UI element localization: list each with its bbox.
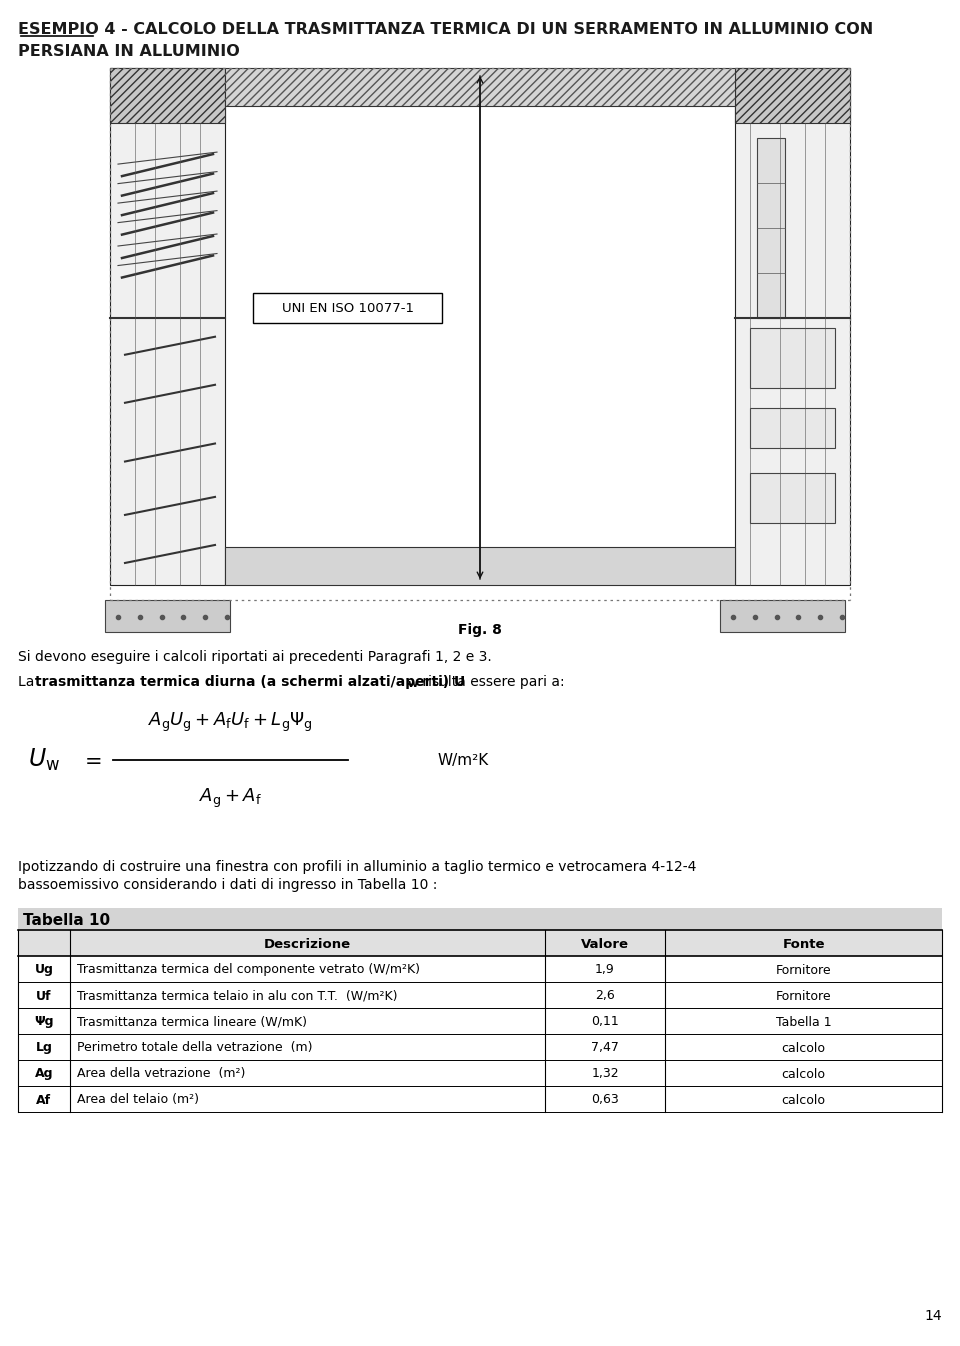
Text: calcolo: calcolo xyxy=(781,1067,826,1081)
Text: Ag: Ag xyxy=(35,1067,53,1081)
Text: $U_{\mathregular{w}}$: $U_{\mathregular{w}}$ xyxy=(28,747,60,773)
Bar xyxy=(735,69,850,586)
Text: Ug: Ug xyxy=(35,964,54,976)
Bar xyxy=(225,69,735,106)
Text: bassoemissivo considerando i dati di ingresso in Tabella 10 :: bassoemissivo considerando i dati di ing… xyxy=(18,878,438,892)
Text: Valore: Valore xyxy=(581,938,629,950)
Text: 2,6: 2,6 xyxy=(595,989,614,1003)
Text: calcolo: calcolo xyxy=(781,1042,826,1054)
Bar xyxy=(225,69,735,106)
Text: calcolo: calcolo xyxy=(781,1093,826,1106)
Text: $=$: $=$ xyxy=(80,750,102,770)
Text: 0,11: 0,11 xyxy=(591,1015,619,1028)
Text: Si devono eseguire i calcoli riportati ai precedenti Paragrafi 1, 2 e 3.: Si devono eseguire i calcoli riportati a… xyxy=(18,650,492,664)
Bar xyxy=(750,408,835,448)
Bar xyxy=(225,546,735,586)
Text: 7,47: 7,47 xyxy=(591,1042,619,1054)
Bar xyxy=(757,139,785,318)
FancyBboxPatch shape xyxy=(253,293,442,323)
Text: $A_{\mathregular{g}}U_{\mathregular{g}} + A_{\mathregular{f}}U_{\mathregular{f}}: $A_{\mathregular{g}}U_{\mathregular{g}} … xyxy=(148,711,313,734)
Text: Tabella 10: Tabella 10 xyxy=(23,913,110,927)
Text: Trasmittanza termica lineare (W/mK): Trasmittanza termica lineare (W/mK) xyxy=(77,1015,307,1028)
Text: Fig. 8: Fig. 8 xyxy=(458,623,502,637)
Text: La: La xyxy=(18,674,38,689)
Text: Ipotizzando di costruire una finestra con profili in alluminio a taglio termico : Ipotizzando di costruire una finestra co… xyxy=(18,860,696,874)
Bar xyxy=(735,69,850,122)
Bar xyxy=(110,69,225,122)
Bar xyxy=(105,600,230,633)
Bar xyxy=(18,930,942,956)
Text: Fonte: Fonte xyxy=(782,938,825,950)
Bar xyxy=(18,909,942,933)
Text: W/m²K: W/m²K xyxy=(438,752,490,767)
Bar xyxy=(110,69,850,600)
Text: ESEMPIO 4 - CALCOLO DELLA TRASMITTANZA TERMICA DI UN SERRAMENTO IN ALLUMINIO CON: ESEMPIO 4 - CALCOLO DELLA TRASMITTANZA T… xyxy=(18,22,874,36)
Bar xyxy=(720,600,845,633)
Text: Area della vetrazione  (m²): Area della vetrazione (m²) xyxy=(77,1067,246,1081)
Text: $A_{\mathregular{g}} + A_{\mathregular{f}}$: $A_{\mathregular{g}} + A_{\mathregular{f… xyxy=(199,786,262,809)
Text: Descrizione: Descrizione xyxy=(264,938,351,950)
Text: risulta essere pari a:: risulta essere pari a: xyxy=(418,674,564,689)
Text: 0,63: 0,63 xyxy=(591,1093,619,1106)
Text: 14: 14 xyxy=(924,1310,942,1323)
Text: 1,9: 1,9 xyxy=(595,964,614,976)
Text: trasmittanza termica diurna (a schermi alzati/aperti) U: trasmittanza termica diurna (a schermi a… xyxy=(35,674,466,689)
Text: Trasmittanza termica telaio in alu con T.T.  (W/m²K): Trasmittanza termica telaio in alu con T… xyxy=(77,989,397,1003)
Text: Trasmittanza termica del componente vetrato (W/m²K): Trasmittanza termica del componente vetr… xyxy=(77,964,420,976)
Text: Uf: Uf xyxy=(36,989,52,1003)
Text: UNI EN ISO 10077-1: UNI EN ISO 10077-1 xyxy=(281,302,414,315)
Text: PERSIANA IN ALLUMINIO: PERSIANA IN ALLUMINIO xyxy=(18,44,240,59)
Text: Perimetro totale della vetrazione  (m): Perimetro totale della vetrazione (m) xyxy=(77,1042,313,1054)
Text: Fornitore: Fornitore xyxy=(776,989,831,1003)
Bar xyxy=(750,328,835,388)
Bar xyxy=(110,69,225,586)
Text: Af: Af xyxy=(36,1093,52,1106)
Text: Tabella 1: Tabella 1 xyxy=(776,1015,831,1028)
Text: Lg: Lg xyxy=(36,1042,53,1054)
Bar xyxy=(750,472,835,524)
Text: Ψg: Ψg xyxy=(35,1015,54,1028)
Text: w: w xyxy=(408,678,419,689)
Text: 1,32: 1,32 xyxy=(591,1067,619,1081)
Text: Fornitore: Fornitore xyxy=(776,964,831,976)
Text: Area del telaio (m²): Area del telaio (m²) xyxy=(77,1093,199,1106)
